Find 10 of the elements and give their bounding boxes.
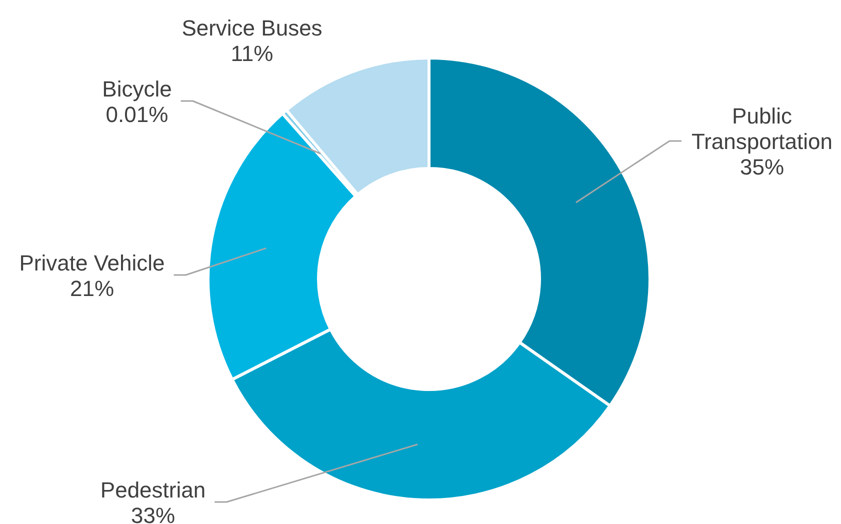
- slice-label: Pedestrian: [100, 476, 206, 502]
- slice-label: Service Buses: [182, 14, 322, 40]
- data-label: 21%: [70, 275, 114, 300]
- data-label: 0.01%: [106, 101, 168, 126]
- slice-label: Private Vehicle: [19, 250, 165, 275]
- data-label: 35%: [740, 154, 784, 179]
- slice-label: Public Transportation: [691, 103, 833, 154]
- data-label: 33%: [130, 502, 176, 524]
- slice-label: Bicycle: [102, 76, 172, 101]
- data-label: 11%: [230, 40, 274, 66]
